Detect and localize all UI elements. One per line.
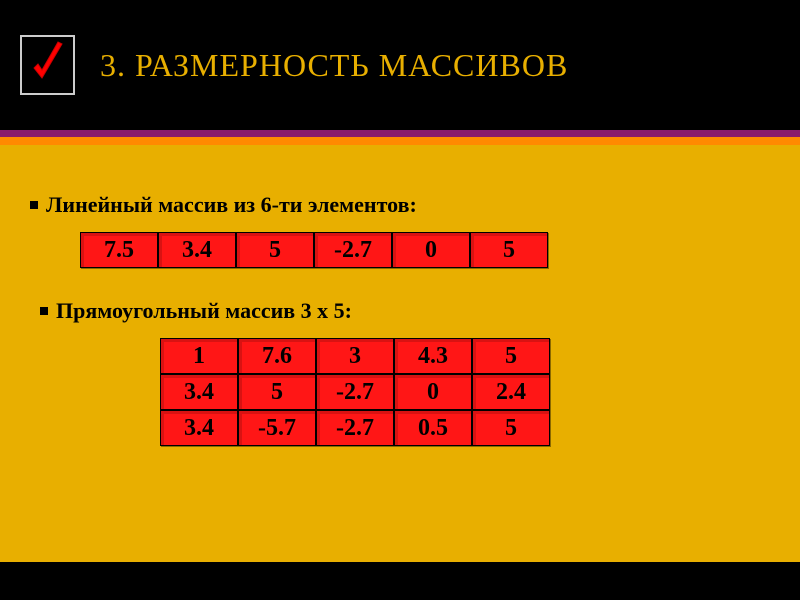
bullet-icon: [40, 307, 48, 315]
stripe: [0, 137, 800, 144]
stripe: [0, 145, 800, 152]
array-cell: 7.6: [238, 338, 316, 374]
heading-text: Прямоугольный массив 3 х 5:: [56, 298, 352, 324]
array-cell: 5: [238, 374, 316, 410]
array-cell: -2.7: [316, 410, 394, 446]
array-cell: -2.7: [316, 374, 394, 410]
slide-title: 3. РАЗМЕРНОСТЬ МАССИВОВ: [100, 47, 568, 84]
array-cell: 4.3: [394, 338, 472, 374]
array-cell: 5: [472, 338, 550, 374]
array-cell: 0: [392, 232, 470, 268]
array-cell: 7.5: [80, 232, 158, 268]
array-cell: 3.4: [158, 232, 236, 268]
stripe: [0, 130, 800, 137]
check-icon-box: [20, 35, 75, 95]
section-heading-rect: Прямоугольный массив 3 х 5:: [40, 298, 770, 324]
slide-header: 3. РАЗМЕРНОСТЬ МАССИВОВ: [0, 0, 800, 130]
array-cell: 1: [160, 338, 238, 374]
linear-array-table: 7.53.45-2.705: [80, 232, 770, 268]
rect-array-table: 17.634.353.45-2.702.43.4-5.7-2.70.55: [160, 338, 770, 446]
slide-footer: [0, 562, 800, 600]
array-cell: 5: [236, 232, 314, 268]
array-cell: 3: [316, 338, 394, 374]
section-heading-linear: Линейный массив из 6-ти элементов:: [30, 192, 770, 218]
bullet-icon: [30, 201, 38, 209]
array-cell: -2.7: [314, 232, 392, 268]
array-cell: -5.7: [238, 410, 316, 446]
array-cell: 3.4: [160, 374, 238, 410]
array-cell: 3.4: [160, 410, 238, 446]
heading-text: Линейный массив из 6-ти элементов:: [46, 192, 417, 218]
check-icon: [28, 40, 68, 90]
array-cell: 2.4: [472, 374, 550, 410]
slide-body: Линейный массив из 6-ти элементов: 7.53.…: [0, 152, 800, 562]
array-cell: 5: [472, 410, 550, 446]
divider-stripes: [0, 130, 800, 152]
array-cell: 5: [470, 232, 548, 268]
array-cell: 0.5: [394, 410, 472, 446]
array-cell: 0: [394, 374, 472, 410]
